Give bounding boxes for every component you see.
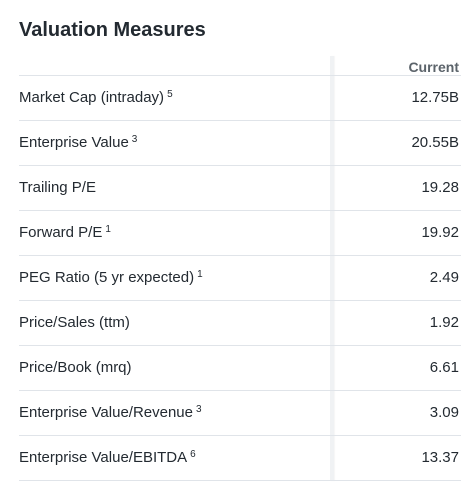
row-label-text: Price/Book (mrq) <box>19 359 132 376</box>
row-value: 12.75B <box>329 75 461 121</box>
row-value: 20.55B <box>329 120 461 166</box>
row-label-text: Market Cap (intraday) <box>19 89 165 106</box>
current-column-header: Current <box>408 59 459 75</box>
row-label-text: Enterprise Value/Revenue <box>19 404 193 421</box>
row-label: Trailing P/E <box>19 165 330 211</box>
row-label-text: Enterprise Value <box>19 134 129 151</box>
valuation-table: Current Market Cap (intraday) 5 12.75B En… <box>19 56 461 481</box>
table-row-ev-ebitda: Enterprise Value/EBITDA 6 13.37 <box>19 435 461 481</box>
row-value: 19.28 <box>329 165 461 211</box>
row-label: Forward P/E 1 <box>19 210 330 256</box>
footnote-marker[interactable]: 1 <box>197 269 203 280</box>
row-value: 1.92 <box>329 300 461 346</box>
row-value: 13.37 <box>329 435 461 481</box>
row-value: 2.49 <box>329 255 461 301</box>
row-label-text: PEG Ratio (5 yr expected) <box>19 269 195 286</box>
row-value: 6.61 <box>329 345 461 391</box>
table-row-forward-pe: Forward P/E 1 19.92 <box>19 210 461 256</box>
footnote-marker[interactable]: 3 <box>196 404 202 415</box>
table-header-row: Current <box>19 56 461 76</box>
table-row-ev-revenue: Enterprise Value/Revenue 3 3.09 <box>19 390 461 436</box>
row-label-text: Price/Sales (ttm) <box>19 314 130 331</box>
table-row-peg-ratio: PEG Ratio (5 yr expected) 1 2.49 <box>19 255 461 301</box>
row-label: Price/Book (mrq) <box>19 345 330 391</box>
table-row-price-book: Price/Book (mrq) 6.61 <box>19 345 461 391</box>
footnote-marker[interactable]: 1 <box>105 224 111 235</box>
table-row-price-sales: Price/Sales (ttm) 1.92 <box>19 300 461 346</box>
row-label: Enterprise Value/Revenue 3 <box>19 390 330 436</box>
table-row-enterprise-value: Enterprise Value 3 20.55B <box>19 120 461 166</box>
footnote-marker[interactable]: 3 <box>131 134 138 145</box>
row-label-text: Forward P/E <box>19 224 103 241</box>
row-label: Market Cap (intraday) 5 <box>19 75 330 121</box>
label-column-header <box>19 56 330 76</box>
table-row-trailing-pe: Trailing P/E 19.28 <box>19 165 461 211</box>
row-label-text: Enterprise Value/EBITDA <box>19 449 188 466</box>
footnote-marker[interactable]: 5 <box>167 89 173 100</box>
row-label: Enterprise Value 3 <box>19 120 330 166</box>
row-label-text: Trailing P/E <box>19 179 96 196</box>
footnote-marker[interactable]: 6 <box>190 449 196 460</box>
section-title: Valuation Measures <box>19 19 206 41</box>
row-label: PEG Ratio (5 yr expected) 1 <box>19 255 330 301</box>
table-row-market-cap: Market Cap (intraday) 5 12.75B <box>19 75 461 121</box>
row-value: 3.09 <box>329 390 461 436</box>
row-value: 19.92 <box>329 210 461 256</box>
row-label: Price/Sales (ttm) <box>19 300 330 346</box>
row-label: Enterprise Value/EBITDA 6 <box>19 435 330 481</box>
